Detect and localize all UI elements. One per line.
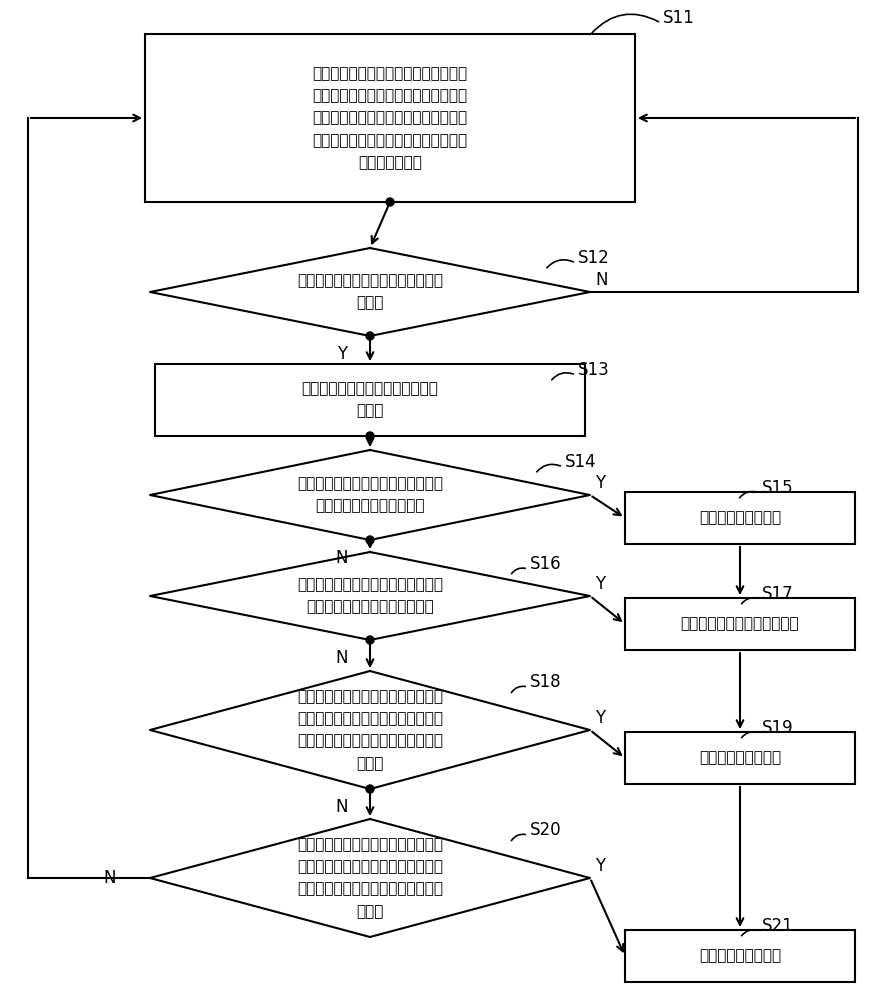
Circle shape — [386, 198, 394, 206]
Text: N: N — [335, 549, 348, 567]
Text: S16: S16 — [530, 555, 561, 573]
Text: 滑雪者进行犁式刹车减速动作: 滑雪者进行犁式刹车减速动作 — [680, 616, 798, 632]
Text: S20: S20 — [530, 821, 561, 839]
Text: 滑雪者进行左转动作: 滑雪者进行左转动作 — [698, 948, 781, 963]
Text: Y: Y — [595, 709, 604, 727]
Polygon shape — [150, 552, 589, 640]
Text: 判断滑雪者左侧小腿迎面骨前侧或略
靠外侧与鞋舌发生挤压，同时右侧小
腿迎面骨前侧或略靠外侧与鞋舌不发
生挤压: 判断滑雪者左侧小腿迎面骨前侧或略 靠外侧与鞋舌发生挤压，同时右侧小 腿迎面骨前侧… — [296, 689, 443, 771]
Text: S11: S11 — [662, 9, 694, 27]
Text: Y: Y — [337, 345, 346, 363]
Circle shape — [366, 432, 374, 440]
Polygon shape — [150, 819, 589, 937]
Text: 分别检测滑雪者左侧和右侧小腿迎面骨
与鞋舌接触的四个压力传感器的压力大
小，对滑雪者左侧和右侧小腿迎面骨与
鞋舌接触的四个压力传感器采集的压力
曲线进行滤波。: 分别检测滑雪者左侧和右侧小腿迎面骨 与鞋舌接触的四个压力传感器的压力大 小，对滑… — [312, 66, 467, 170]
Polygon shape — [150, 248, 589, 336]
Text: Y: Y — [595, 474, 604, 492]
Text: S14: S14 — [565, 453, 596, 471]
Circle shape — [366, 332, 374, 340]
Text: 判断采集的压力是否超过阈值和预设
的时间: 判断采集的压力是否超过阈值和预设 的时间 — [296, 273, 443, 311]
Text: N: N — [335, 798, 348, 816]
Text: N: N — [595, 271, 607, 289]
Text: S18: S18 — [530, 673, 561, 691]
Text: S15: S15 — [761, 479, 793, 497]
Bar — [145, 34, 634, 202]
Text: Y: Y — [595, 575, 604, 593]
Text: 滑雪者进行右转动作: 滑雪者进行右转动作 — [698, 750, 781, 766]
Polygon shape — [150, 450, 589, 540]
Bar — [155, 364, 584, 436]
Text: S17: S17 — [761, 585, 793, 603]
Text: 滑雪者进行加速动作: 滑雪者进行加速动作 — [698, 510, 781, 526]
Bar — [624, 492, 854, 544]
Polygon shape — [150, 671, 589, 789]
Text: S12: S12 — [577, 249, 609, 267]
Bar — [624, 598, 854, 650]
Text: 判断滑雪者左侧和右侧小腿迎面骨前
侧是否同时与鞋舌发生挤压: 判断滑雪者左侧和右侧小腿迎面骨前 侧是否同时与鞋舌发生挤压 — [296, 476, 443, 514]
Text: 判断滑雪者右侧小腿迎面骨前侧或略
靠外侧与鞋舌发生挤压，同时左侧小
腿迎面骨前侧或略靠外侧与鞋舌不发
生挤压: 判断滑雪者右侧小腿迎面骨前侧或略 靠外侧与鞋舌发生挤压，同时左侧小 腿迎面骨前侧… — [296, 837, 443, 919]
Text: S21: S21 — [761, 917, 793, 935]
Text: N: N — [335, 649, 348, 667]
Text: N: N — [103, 869, 116, 887]
Text: Y: Y — [595, 857, 604, 875]
Circle shape — [366, 636, 374, 644]
Text: 判断滑雪者左侧和右侧小腿迎面骨略
靠外侧是否同时与鞋舌发生挤压: 判断滑雪者左侧和右侧小腿迎面骨略 靠外侧是否同时与鞋舌发生挤压 — [296, 577, 443, 615]
Text: S13: S13 — [577, 361, 609, 379]
Bar — [624, 930, 854, 982]
Bar — [624, 732, 854, 784]
Text: 对滑雪者的滑行状态和滑行方向进
行匹配: 对滑雪者的滑行状态和滑行方向进 行匹配 — [301, 381, 438, 419]
Circle shape — [366, 785, 374, 793]
Circle shape — [366, 536, 374, 544]
Text: S19: S19 — [761, 719, 793, 737]
